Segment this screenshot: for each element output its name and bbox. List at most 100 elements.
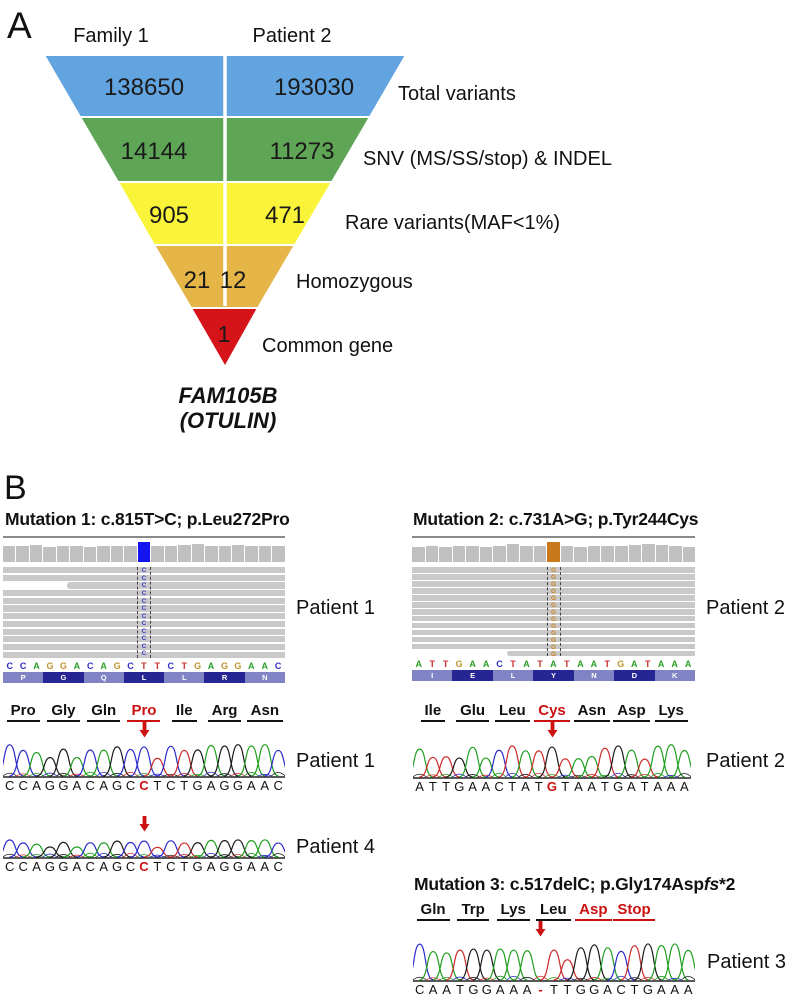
chromatogram-peak xyxy=(644,745,672,778)
codon-label: Glu xyxy=(456,702,490,722)
chromatogram-peak xyxy=(634,943,662,981)
amino-acid-box: L xyxy=(123,671,165,683)
mismatch-base-letter: C xyxy=(141,642,147,650)
reference-base: A xyxy=(577,659,584,670)
sequence-base: G xyxy=(481,982,492,997)
codon-label: Leu xyxy=(494,702,530,722)
chromatogram-peak xyxy=(183,842,212,858)
chromatogram-peak xyxy=(432,952,461,981)
chromatogram-peak xyxy=(551,758,579,778)
reference-base: C xyxy=(86,660,94,671)
chromatogram-peak xyxy=(170,749,199,777)
sequence-base: G xyxy=(232,778,243,793)
sequence-base: C xyxy=(273,859,283,874)
sequence-base: C xyxy=(85,859,95,874)
mismatch-base-letter: G xyxy=(550,637,557,644)
sequence-base: G xyxy=(642,982,653,997)
sequence-base: A xyxy=(72,778,82,793)
sequence-base: C xyxy=(139,859,149,874)
sequence-base: A xyxy=(206,778,216,793)
amino-acid-box: E xyxy=(452,670,493,682)
reference-base: T xyxy=(604,659,611,670)
codon-label: Pro xyxy=(6,702,40,722)
coverage-bar xyxy=(560,546,574,562)
amino-acid-labels: Ile Glu Leu Cys Asn Asp Lys xyxy=(413,702,691,722)
chromatogram-peak xyxy=(103,840,131,858)
chromatogram-peak xyxy=(224,839,252,858)
coverage-bar xyxy=(466,546,479,562)
mutation-arrow-row xyxy=(3,722,285,739)
value-rare-family1: 905 xyxy=(149,202,189,229)
chromatogram-peak xyxy=(413,943,434,981)
sequence-base: T xyxy=(600,779,609,794)
reference-base: T xyxy=(644,659,651,670)
sanger-trace xyxy=(3,744,285,778)
chromatogram-peak xyxy=(540,949,568,981)
coverage-bar xyxy=(16,546,29,562)
panel-b-label: B xyxy=(4,469,27,507)
funnel-band-common-gene xyxy=(189,307,260,370)
red-down-arrow-icon xyxy=(139,816,149,832)
chromatogram-peak xyxy=(580,944,609,981)
sanger-trace xyxy=(413,943,695,982)
sequence-base: G xyxy=(44,778,56,793)
sequencing-read xyxy=(412,594,695,601)
coverage-bar xyxy=(439,547,452,562)
chromatogram-peak xyxy=(564,758,593,778)
value-snv-patient2: 11273 xyxy=(270,138,335,165)
mutation3-title: Mutation 3: c.517delC; p.Gly174Aspfs*2 xyxy=(414,874,735,895)
chromatogram-peak xyxy=(264,842,285,858)
mismatch-base-letter: G xyxy=(550,651,557,658)
sequence-base: C xyxy=(5,778,15,793)
igv-top-border xyxy=(412,536,695,538)
sequencing-read xyxy=(3,643,285,651)
chromatogram-peak xyxy=(617,749,646,778)
mismatch-base-letter: C xyxy=(141,650,147,658)
chromatogram-peak xyxy=(670,749,691,778)
sequence-base: T xyxy=(640,779,649,794)
sequencing-read xyxy=(3,651,285,658)
codon-label: Leu xyxy=(535,901,571,921)
chromatogram-peak xyxy=(36,846,64,858)
value-total-patient2: 193030 xyxy=(274,74,354,101)
reference-base: T xyxy=(537,659,543,670)
mismatch-base-letter: G xyxy=(550,574,557,581)
coverage-bar xyxy=(601,546,614,562)
mismatch-base-letter: G xyxy=(550,602,557,609)
sequence-base: G xyxy=(589,982,600,997)
coverage-bar xyxy=(655,545,669,562)
chromatogram-peak xyxy=(446,949,474,981)
sequence-base: T xyxy=(508,779,517,794)
coverage-bar xyxy=(191,544,205,562)
sequence-base: G xyxy=(613,779,624,794)
amino-acid-box: I xyxy=(412,670,453,682)
mutation-arrow-row xyxy=(413,921,695,938)
reference-base: G xyxy=(617,659,625,670)
sequencing-read xyxy=(3,567,285,574)
mismatch-base-letter: G xyxy=(550,630,557,637)
chromatogram-peak xyxy=(660,943,689,981)
band-label-snv-indel: SNV (MS/SS/stop) & INDEL xyxy=(363,148,612,170)
sequence-base: T xyxy=(561,779,570,794)
codon-label: Lys xyxy=(496,901,530,921)
chromatogram-peak xyxy=(9,749,38,777)
amino-acid-box: G xyxy=(43,671,84,683)
amino-acid-box: P xyxy=(3,671,44,683)
chromatogram-peak xyxy=(3,839,24,858)
sequencing-read xyxy=(412,608,695,615)
sequence-base: G xyxy=(112,859,123,874)
chromatogram-peak xyxy=(593,947,622,981)
chromatogram-peak xyxy=(116,841,145,858)
reference-base: C xyxy=(19,660,27,671)
sequencing-read xyxy=(3,574,285,581)
reference-base: T xyxy=(564,659,570,670)
sequence-base: A xyxy=(32,778,41,793)
panel-a-label: A xyxy=(7,5,32,46)
chromatogram-peak xyxy=(237,840,266,858)
sequencing-read xyxy=(507,650,695,657)
